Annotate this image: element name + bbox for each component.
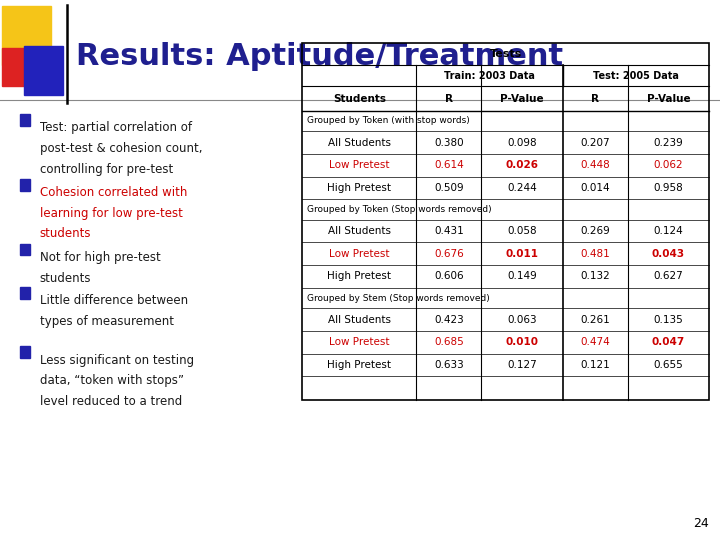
Text: Not for high pre-test: Not for high pre-test <box>40 251 161 264</box>
Text: 0.685: 0.685 <box>434 338 464 347</box>
Text: 0.043: 0.043 <box>652 249 685 259</box>
Text: 0.127: 0.127 <box>507 360 537 370</box>
Text: All Students: All Students <box>328 138 391 147</box>
Text: Test: 2005 Data: Test: 2005 Data <box>593 71 679 80</box>
Text: 0.614: 0.614 <box>434 160 464 170</box>
Bar <box>20 179 30 191</box>
Bar <box>302 43 709 400</box>
Text: 0.380: 0.380 <box>434 138 464 147</box>
Text: 0.261: 0.261 <box>580 315 610 325</box>
Bar <box>20 114 30 126</box>
Text: 0.135: 0.135 <box>654 315 683 325</box>
Text: High Pretest: High Pretest <box>328 183 392 193</box>
Text: Tests: Tests <box>490 49 522 59</box>
Text: Low Pretest: Low Pretest <box>329 338 390 347</box>
Text: 0.431: 0.431 <box>434 226 464 236</box>
Text: 0.014: 0.014 <box>580 183 610 193</box>
Text: 0.063: 0.063 <box>508 315 537 325</box>
Text: 0.244: 0.244 <box>507 183 537 193</box>
Text: 0.098: 0.098 <box>508 138 537 147</box>
Text: Results: Aptitude/Treatment: Results: Aptitude/Treatment <box>76 42 563 71</box>
Text: 0.011: 0.011 <box>505 249 539 259</box>
Text: 0.047: 0.047 <box>652 338 685 347</box>
Text: 0.121: 0.121 <box>580 360 610 370</box>
Text: 0.124: 0.124 <box>654 226 683 236</box>
Text: 0.010: 0.010 <box>505 338 539 347</box>
Text: P-Value: P-Value <box>647 93 690 104</box>
Text: R: R <box>591 93 599 104</box>
Text: Train: 2003 Data: Train: 2003 Data <box>444 71 535 80</box>
Text: High Pretest: High Pretest <box>328 360 392 370</box>
Text: 0.149: 0.149 <box>507 272 537 281</box>
Text: Low Pretest: Low Pretest <box>329 249 390 259</box>
Text: Low Pretest: Low Pretest <box>329 160 390 170</box>
Text: 0.423: 0.423 <box>434 315 464 325</box>
Text: 0.958: 0.958 <box>654 183 683 193</box>
Text: 0.269: 0.269 <box>580 226 610 236</box>
Bar <box>2 6 51 65</box>
Text: 0.058: 0.058 <box>508 226 537 236</box>
Text: 0.448: 0.448 <box>580 160 610 170</box>
Text: post-test & cohesion count,: post-test & cohesion count, <box>40 142 202 155</box>
Text: R: R <box>445 93 453 104</box>
Bar <box>20 346 30 358</box>
Text: Cohesion correlated with: Cohesion correlated with <box>40 186 187 199</box>
Text: 0.474: 0.474 <box>580 338 610 347</box>
Text: Little difference between: Little difference between <box>40 294 188 307</box>
Text: Less significant on testing: Less significant on testing <box>40 354 194 367</box>
Text: controlling for pre-test: controlling for pre-test <box>40 163 173 176</box>
Text: Grouped by Token (with stop words): Grouped by Token (with stop words) <box>307 117 469 125</box>
Text: Students: Students <box>333 93 386 104</box>
Text: Grouped by Token (Stop words removed): Grouped by Token (Stop words removed) <box>307 205 491 214</box>
Text: 0.481: 0.481 <box>580 249 610 259</box>
Text: 0.207: 0.207 <box>580 138 610 147</box>
Text: 0.509: 0.509 <box>434 183 464 193</box>
Bar <box>20 287 30 299</box>
Text: students: students <box>40 227 91 240</box>
Text: P-Value: P-Value <box>500 93 544 104</box>
Text: 0.132: 0.132 <box>580 272 610 281</box>
Text: 0.062: 0.062 <box>654 160 683 170</box>
Text: level reduced to a trend: level reduced to a trend <box>40 395 182 408</box>
Text: students: students <box>40 272 91 285</box>
Text: 0.026: 0.026 <box>505 160 539 170</box>
Text: 0.676: 0.676 <box>434 249 464 259</box>
Text: learning for low pre-test: learning for low pre-test <box>40 207 182 220</box>
Text: types of measurement: types of measurement <box>40 315 174 328</box>
Text: High Pretest: High Pretest <box>328 272 392 281</box>
Text: 0.606: 0.606 <box>434 272 464 281</box>
Text: 0.655: 0.655 <box>654 360 683 370</box>
Text: 0.239: 0.239 <box>654 138 683 147</box>
Bar <box>2 48 38 86</box>
Text: All Students: All Students <box>328 315 391 325</box>
Text: Grouped by Stem (Stop words removed): Grouped by Stem (Stop words removed) <box>307 294 490 302</box>
Text: data, “token with stops”: data, “token with stops” <box>40 374 184 387</box>
Text: 0.633: 0.633 <box>434 360 464 370</box>
Bar <box>20 244 30 255</box>
Text: Test: partial correlation of: Test: partial correlation of <box>40 122 192 134</box>
Text: 24: 24 <box>693 517 709 530</box>
Bar <box>24 46 63 94</box>
Text: 0.627: 0.627 <box>654 272 683 281</box>
Text: All Students: All Students <box>328 226 391 236</box>
